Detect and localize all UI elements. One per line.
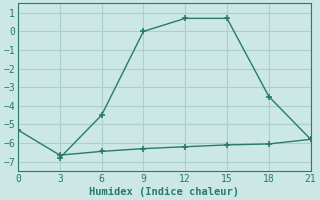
- X-axis label: Humidex (Indice chaleur): Humidex (Indice chaleur): [89, 186, 239, 197]
